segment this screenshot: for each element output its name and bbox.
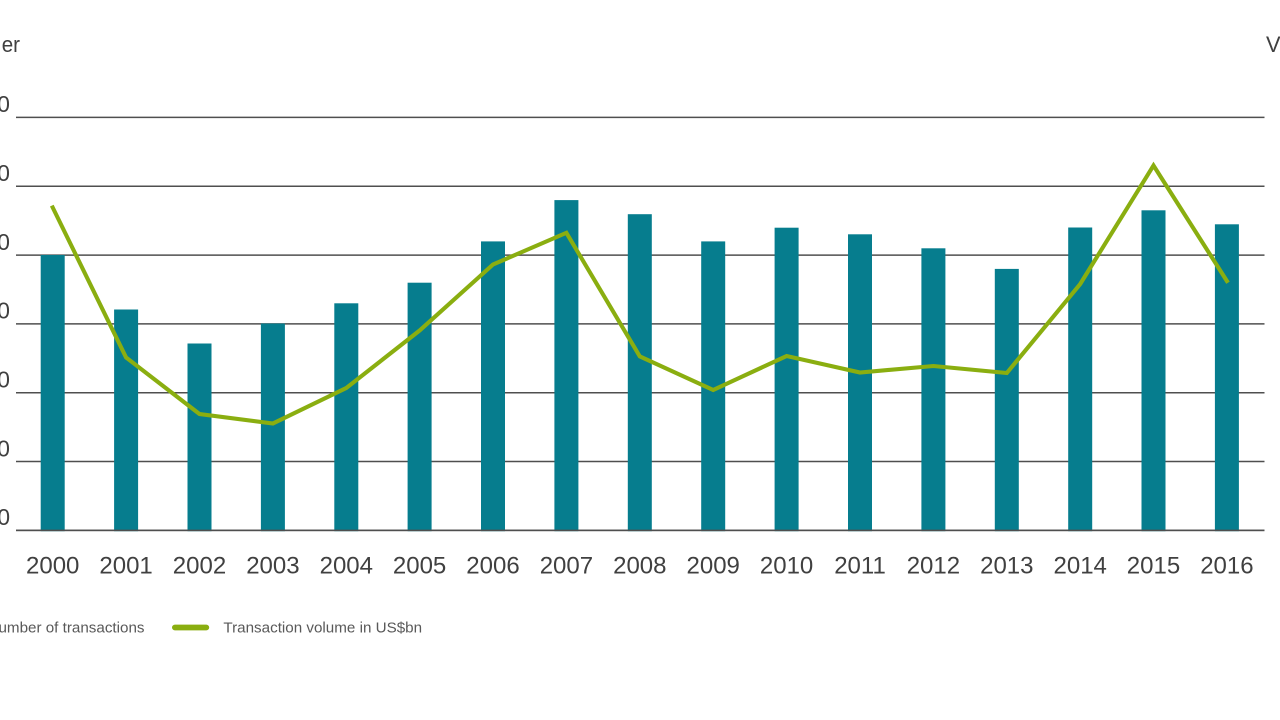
svg-text:V: V <box>1266 32 1280 57</box>
svg-text:2006: 2006 <box>466 553 519 580</box>
svg-text:2000: 2000 <box>26 553 79 580</box>
svg-text:2012: 2012 <box>907 553 960 580</box>
svg-text:2007: 2007 <box>540 553 593 580</box>
svg-text:200: 200 <box>0 367 10 393</box>
svg-text:600: 600 <box>0 91 10 117</box>
svg-text:2002: 2002 <box>173 553 226 580</box>
svg-text:er: er <box>2 32 21 57</box>
svg-text:2010: 2010 <box>760 553 813 580</box>
svg-text:0: 0 <box>0 504 10 530</box>
svg-text:2001: 2001 <box>99 553 152 580</box>
svg-text:300: 300 <box>0 298 10 324</box>
svg-text:2008: 2008 <box>613 553 666 580</box>
svg-text:2015: 2015 <box>1127 553 1180 580</box>
svg-text:Transaction volume in US$bn: Transaction volume in US$bn <box>223 620 422 637</box>
svg-text:2011: 2011 <box>834 553 886 580</box>
svg-text:2005: 2005 <box>393 553 446 580</box>
svg-text:2003: 2003 <box>246 553 299 580</box>
svg-text:2013: 2013 <box>980 553 1033 580</box>
svg-text:2004: 2004 <box>320 553 373 580</box>
svg-text:2014: 2014 <box>1054 553 1107 580</box>
svg-text:100: 100 <box>0 435 10 461</box>
svg-text:2016: 2016 <box>1200 553 1253 580</box>
svg-text:2009: 2009 <box>687 553 740 580</box>
svg-text:500: 500 <box>0 160 10 186</box>
svg-text:400: 400 <box>0 229 10 255</box>
svg-text:Number of transactions: Number of transactions <box>0 620 145 637</box>
